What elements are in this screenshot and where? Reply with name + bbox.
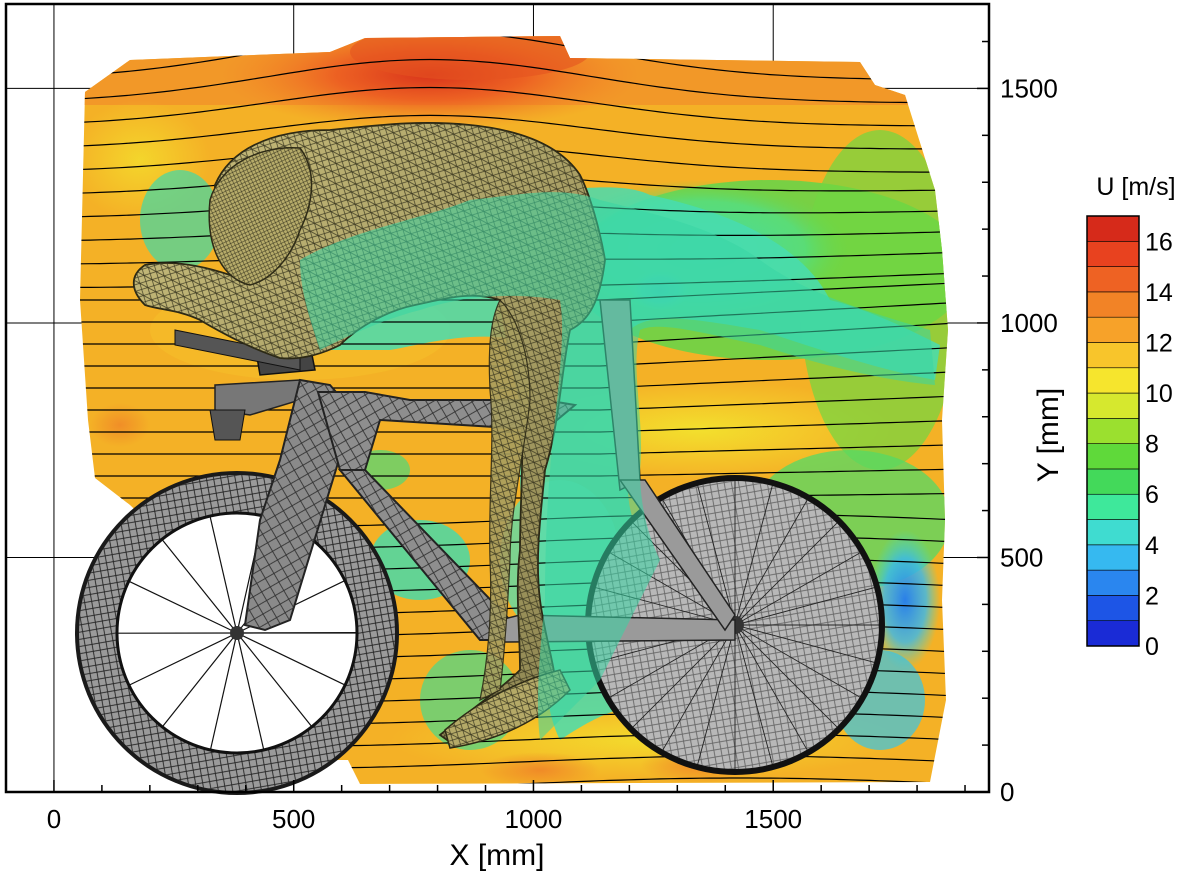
spoke (236, 632, 265, 751)
spoke (128, 580, 238, 634)
colorbar-tick-label: 0 (1145, 633, 1159, 661)
colorbar-band (1086, 418, 1140, 444)
x-tick-label: 1500 (744, 804, 802, 834)
colorbar-tick-label: 16 (1145, 228, 1173, 256)
spoke (236, 632, 313, 728)
disc-mesh-line (734, 552, 860, 626)
y-tick-label: 1000 (1000, 308, 1058, 338)
disc-mesh-line (734, 587, 875, 626)
colorbar: 0 2 4 6 8 10 12 14 16 (1086, 215, 1173, 661)
colorbar-band (1086, 519, 1140, 546)
colorbar-tick-label: 12 (1145, 329, 1173, 357)
colorbar-band (1086, 493, 1140, 520)
colorbar-band (1086, 443, 1140, 470)
disc-mesh-line (734, 485, 773, 626)
y-tick-label: 1500 (1000, 73, 1058, 103)
colorbar-title: U [m/s] (1096, 173, 1175, 201)
disc-mesh-line (734, 624, 838, 728)
y-tick-label: 500 (1000, 542, 1043, 572)
colorbar-tick-label: 10 (1145, 380, 1173, 408)
front-hub (230, 626, 244, 640)
colorbar-band (1086, 316, 1140, 343)
streamline (80, 36, 948, 81)
colorbar-band (1086, 215, 1140, 242)
x-tick-label: 1000 (505, 804, 563, 834)
streamline (80, 58, 948, 104)
spoke (209, 515, 238, 634)
plot-frame (4, 2, 991, 794)
x-axis: 0 500 1000 1500 (47, 780, 966, 834)
colorbar-band (1086, 569, 1140, 596)
x-tick-label: 0 (47, 804, 61, 834)
spoke (161, 632, 238, 728)
colorbar-band (1086, 620, 1140, 647)
disc-mesh-line (697, 624, 736, 765)
disc-mesh-line (734, 522, 838, 626)
y-axis: 0 500 1000 1500 (977, 40, 1058, 807)
colorbar-frame (1086, 215, 1140, 647)
colorbar-band (1086, 367, 1140, 394)
streamline (80, 777, 948, 784)
streamline (80, 114, 948, 150)
colorbar-tick-label: 8 (1145, 431, 1159, 459)
disc-mesh-line (734, 624, 875, 663)
spoke (209, 632, 238, 751)
colorbar-band (1086, 392, 1140, 419)
colorbar-band (1086, 266, 1140, 293)
disc-mesh-line (734, 500, 808, 626)
spoke (236, 632, 346, 686)
disc-mesh-line (662, 624, 736, 750)
front-wheel (75, 471, 399, 795)
x-tick-label: 500 (272, 804, 315, 834)
disc-mesh-line (697, 485, 736, 626)
colorbar-tick-label: 6 (1145, 481, 1159, 509)
colorbar-band (1086, 544, 1140, 571)
y-tick-label: 0 (1000, 777, 1014, 807)
x-axis-title: X [mm] (450, 839, 545, 872)
y-axis-title: Y [mm] (1032, 388, 1065, 482)
spoke (161, 538, 238, 634)
colorbar-band (1086, 291, 1140, 318)
colorbar-tick-label: 2 (1145, 582, 1159, 610)
disc-mesh-line (734, 624, 773, 765)
colorbar-band (1086, 240, 1140, 267)
colorbar-band (1086, 468, 1140, 495)
colorbar-tick-label: 4 (1145, 532, 1159, 560)
disc-mesh-line (734, 624, 860, 698)
colorbar-tick-label: 14 (1145, 279, 1173, 307)
wake-isosurface (300, 192, 935, 741)
colorbar-band (1086, 342, 1140, 369)
disc-mesh-line (734, 624, 808, 750)
colorbar-band (1086, 595, 1140, 622)
spoke (128, 632, 238, 686)
streamline (80, 86, 948, 127)
disc-mesh-line (632, 624, 736, 728)
